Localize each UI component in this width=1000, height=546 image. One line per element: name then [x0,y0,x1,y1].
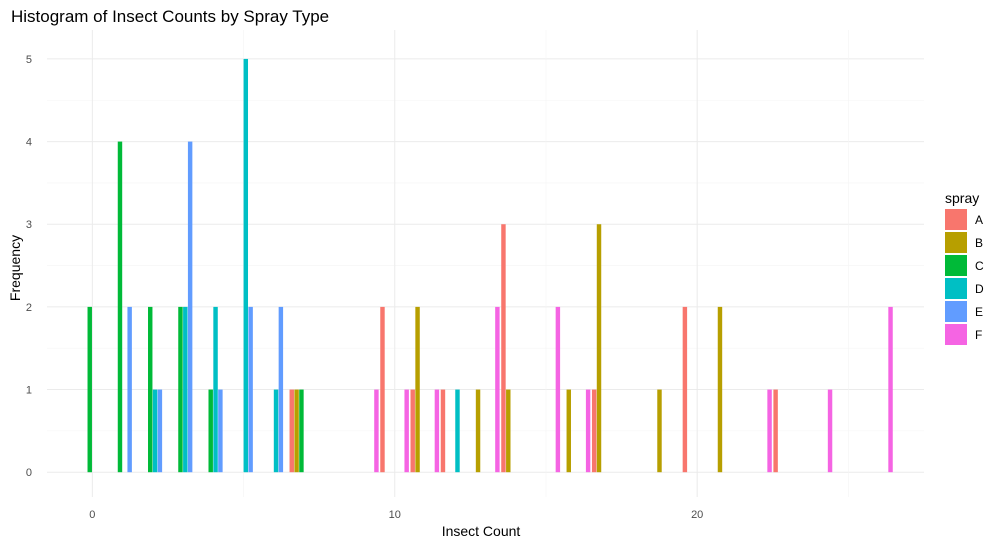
bar-a-x14 [501,224,506,473]
bar-f-x9 [374,389,379,473]
bar-c-x2 [148,306,153,473]
bar-b-x17 [596,224,602,473]
bar-d-x3 [183,306,188,473]
bar-e-x6 [278,306,284,473]
y-tick-label: 4 [26,137,32,149]
bar-e-x3 [187,141,193,473]
bar-f-x13 [495,306,500,473]
bar-b-x16 [566,389,571,473]
bar-a-x12 [440,389,446,473]
chart-title: Histogram of Insect Counts by Spray Type [11,7,329,26]
bar-d-x4 [213,306,218,473]
bar-f-x15 [555,306,561,473]
legend-label-b: B [975,236,983,250]
x-tick-label: 20 [691,509,703,521]
bar-b-x11 [415,306,420,473]
axis-layer: 0 1 2 3 4 5 0 10 20 [26,54,703,521]
legend-key-c [945,255,967,276]
bar-f-x26 [888,306,893,473]
bar-f-x11 [434,389,440,473]
bar-f-x24 [827,389,833,473]
bar-f-x22 [767,389,772,473]
bar-b-x21 [717,306,723,473]
legend-label-c: C [975,259,984,273]
legend-title: spray [945,190,979,206]
bar-b-x13 [475,389,481,473]
bar-e-x4 [218,389,223,473]
bar-a-x20 [682,306,688,473]
bar-c-x7 [299,389,304,473]
grid-layer [47,30,924,497]
bar-c-x4 [208,389,213,473]
bar-a-x7 [289,389,294,473]
bar-e-x5 [248,306,253,473]
bar-e-x1 [127,306,132,473]
bar-a-x11 [410,389,415,473]
bar-d-x6 [273,389,279,473]
bar-f-x10 [404,389,409,473]
bar-a-x17 [591,389,597,473]
legend-key-d [945,278,967,299]
bar-a-x23 [773,389,778,473]
legend-label-f: F [975,328,982,342]
x-tick-label: 0 [89,509,95,521]
legend-key-f [945,324,967,345]
legend-key-e [945,301,967,322]
y-tick-label: 0 [26,467,32,479]
bar-a-x10 [380,306,385,473]
bar-d-x5 [243,58,249,473]
legend-label-a: A [975,213,983,227]
y-tick-label: 3 [26,219,32,231]
y-tick-label: 2 [26,302,32,314]
bar-b-x7 [294,389,299,473]
bar-b-x14 [506,389,511,473]
bars-layer [87,58,893,473]
legend-label-e: E [975,305,983,319]
legend-label-d: D [975,282,984,296]
bar-e-x2 [157,389,163,473]
y-tick-label: 5 [26,54,32,66]
bar-c-x3 [178,306,183,473]
legend-key-a [945,209,967,230]
bar-d-x2 [152,389,158,473]
y-axis-label: Frequency [7,235,23,301]
x-axis-label: Insect Count [442,523,521,539]
y-tick-label: 1 [26,385,32,397]
bar-c-x1 [117,141,123,473]
bar-c-x0 [87,306,92,473]
bar-b-x19 [657,389,662,473]
bar-d-x12 [455,389,460,473]
bar-f-x16 [585,389,591,473]
x-tick-label: 10 [389,509,401,521]
legend-key-b [945,232,967,253]
